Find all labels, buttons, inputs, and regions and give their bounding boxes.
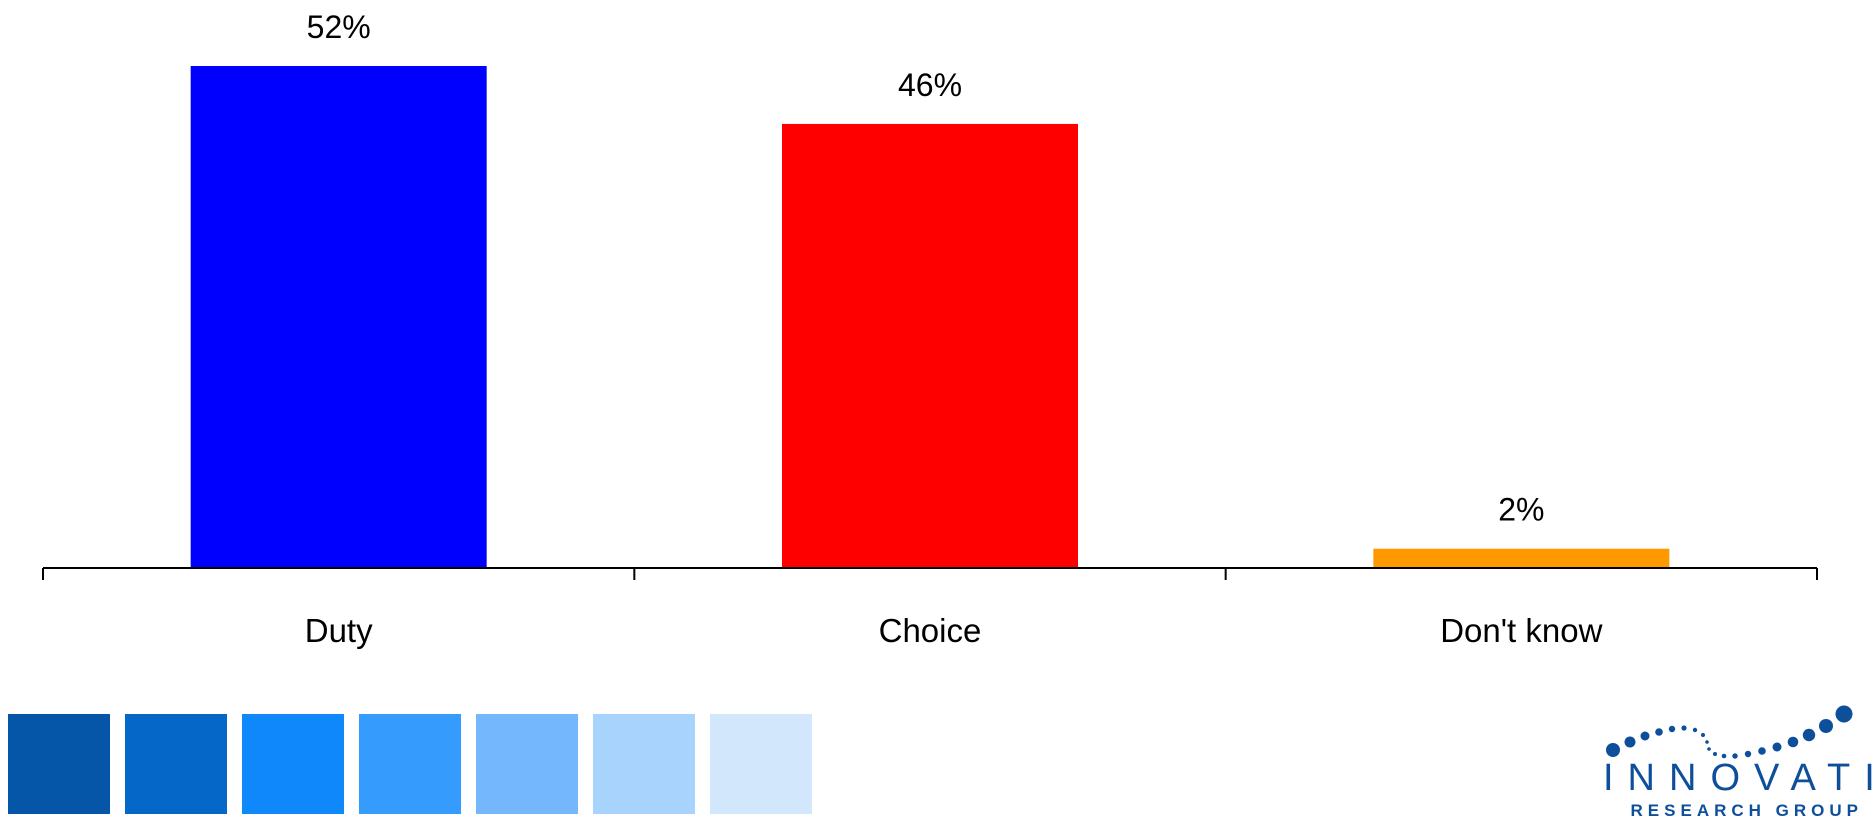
color-swatch [125, 714, 227, 814]
innovative-research-group-logo: INNOVATIVE RESEARCH GROUP [1603, 696, 1875, 826]
data-label: 46% [898, 67, 962, 103]
bar [1373, 548, 1670, 568]
logo-dots-icon [1606, 705, 1853, 759]
color-swatch [8, 714, 110, 814]
bar [782, 123, 1078, 568]
logo-subtitle: RESEARCH GROUP [1630, 801, 1863, 820]
data-label: 2% [1498, 492, 1544, 528]
bar-chart: 52% Duty 46% Choice 2% Don't know [42, 9, 1818, 649]
color-swatch [476, 714, 578, 814]
category-label: Don't know [1440, 612, 1602, 649]
logo-wordmark: INNOVATIVE [1603, 757, 1875, 799]
color-swatch-strip [8, 714, 812, 814]
category-label: Choice [879, 612, 982, 649]
color-swatch [710, 714, 812, 814]
color-swatch [593, 714, 695, 814]
data-label: 52% [307, 9, 371, 45]
bar [190, 66, 487, 568]
category-label: Duty [305, 612, 373, 649]
color-swatch [242, 714, 344, 814]
color-swatch [359, 714, 461, 814]
